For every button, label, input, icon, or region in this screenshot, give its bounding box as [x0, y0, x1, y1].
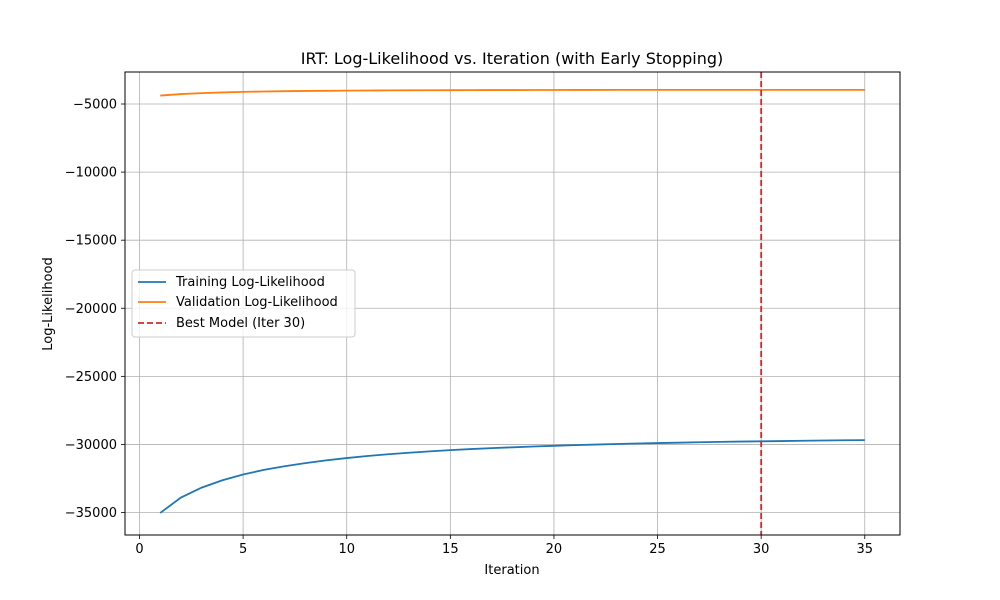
- y-tick-label: −10000: [65, 166, 117, 181]
- y-tick-label: −25000: [65, 370, 117, 385]
- x-tick-label: 15: [442, 542, 459, 557]
- legend-label-validation: Validation Log-Likelihood: [176, 295, 338, 310]
- chart-title: IRT: Log-Likelihood vs. Iteration (with …: [301, 49, 723, 68]
- x-axis-label: Iteration: [484, 563, 539, 578]
- training-series-line: [159, 439, 865, 514]
- y-tick-label: −30000: [65, 438, 117, 453]
- x-tick-label: 20: [546, 542, 563, 557]
- x-tick-label: 25: [649, 542, 666, 557]
- series-layer: [159, 72, 865, 535]
- x-axis: 0 5 10 15 20 25 30 35: [135, 535, 873, 557]
- y-axis: −35000 −30000 −25000 −20000 −15000 −10000 −500…: [65, 98, 125, 521]
- validation-series-line: [160, 88, 865, 97]
- x-tick-label: 35: [856, 542, 873, 557]
- y-axis-label: Log-Likelihood: [41, 257, 56, 350]
- x-tick-label: 5: [239, 542, 247, 557]
- legend-label-training: Training Log-Likelihood: [175, 275, 325, 290]
- legend-label-best-model: Best Model (Iter 30): [176, 316, 305, 331]
- y-tick-label: −35000: [65, 506, 117, 521]
- x-tick-label: 30: [753, 542, 770, 557]
- legend: Training Log-Likelihood Validation Log-L…: [131, 269, 356, 338]
- x-tick-label: 0: [135, 542, 143, 557]
- legend-box: [131, 269, 356, 338]
- y-tick-label: −20000: [65, 302, 117, 317]
- y-tick-label: −15000: [65, 234, 117, 249]
- plot-frame: [124, 71, 901, 536]
- x-tick-label: 10: [338, 542, 355, 557]
- y-tick-label: −5000: [73, 98, 117, 113]
- grid: [125, 72, 900, 535]
